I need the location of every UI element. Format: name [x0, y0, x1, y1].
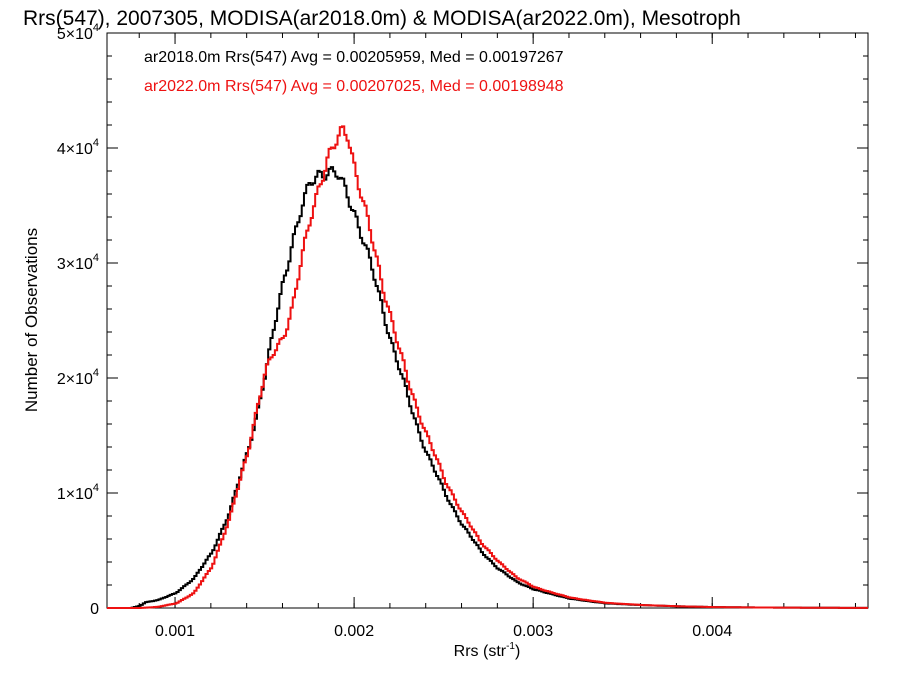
y-tick-labels: 0 1×104 2×104 3×104 4×104 5×104: [57, 22, 99, 618]
legend-annotation-ar2018: ar2018.0m Rrs(547) Avg = 0.00205959, Med…: [144, 49, 564, 66]
y-tick-label: 5×104: [57, 22, 99, 43]
series-line-ar2022-0m: [107, 125, 868, 609]
y-tick-label: 4×104: [57, 137, 99, 158]
y-tick-label: 3×104: [57, 252, 99, 273]
legend-annotation-ar2022: ar2022.0m Rrs(547) Avg = 0.00207025, Med…: [144, 78, 564, 95]
major-ticks: [107, 32, 868, 609]
plot-frame: [106, 32, 869, 609]
x-axis-label: Rrs (str-1): [454, 641, 521, 660]
series-layer: [107, 125, 868, 609]
y-tick-label: 0: [90, 601, 99, 618]
plot-area: [106, 32, 869, 609]
x-tick-labels: 0.001 0.002 0.003 0.004: [155, 623, 732, 640]
x-tick-label: 0.002: [334, 623, 374, 640]
chart-title: Rrs(547), 2007305, MODISA(ar2018.0m) & M…: [23, 7, 741, 30]
y-axis-label: Number of Observations: [22, 228, 41, 412]
x-tick-label: 0.001: [155, 623, 195, 640]
x-tick-label: 0.004: [692, 623, 732, 640]
x-tick-label: 0.003: [513, 623, 553, 640]
legend: ar2018.0m Rrs(547) Avg = 0.00205959, Med…: [144, 49, 564, 95]
minor-ticks: [107, 32, 868, 609]
y-tick-label: 1×104: [57, 482, 99, 503]
y-tick-label: 2×104: [57, 367, 99, 388]
